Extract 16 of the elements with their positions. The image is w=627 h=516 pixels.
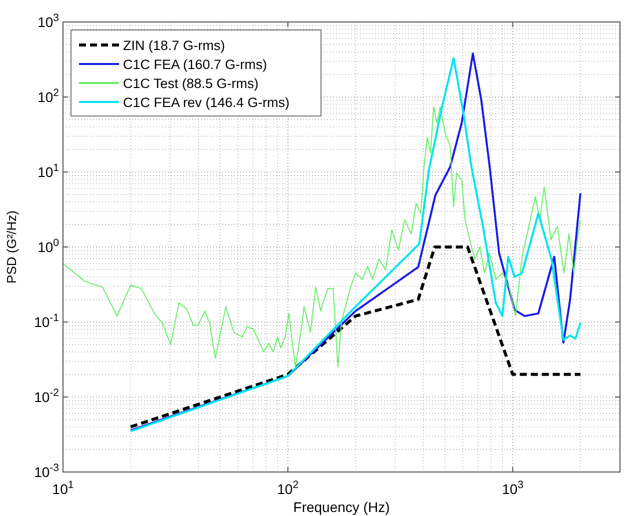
y-tick-label: 10$^{2}$ [38,87,60,105]
y-tick-label: 10$^{-2}$ [34,387,60,405]
x-tick-label: 10$^{2}$ [277,479,299,497]
y-axis-title: PSD (G²/Hz) [4,210,19,284]
legend-label: C1C Test (88.5 G-rms) [123,76,259,91]
y-tick-label: 10$^{3}$ [38,12,60,30]
y-tick-label: 10$^{1}$ [38,162,60,180]
legend-label: C1C FEA (160.7 G-rms) [123,57,268,72]
x-tick-label: 10$^{1}$ [52,479,74,497]
legend-label: ZIN (18.7 G-rms) [123,38,226,53]
y-tick-label: 10$^{0}$ [38,237,60,255]
x-tick-label: 10$^{3}$ [502,479,524,497]
y-tick-label: 10$^{-3}$ [34,462,60,480]
y-tick-label: 10$^{-1}$ [34,312,60,330]
x-axis-title: Frequency (Hz) [293,499,390,515]
legend-label: C1C FEA rev (146.4 G-rms) [123,95,290,110]
